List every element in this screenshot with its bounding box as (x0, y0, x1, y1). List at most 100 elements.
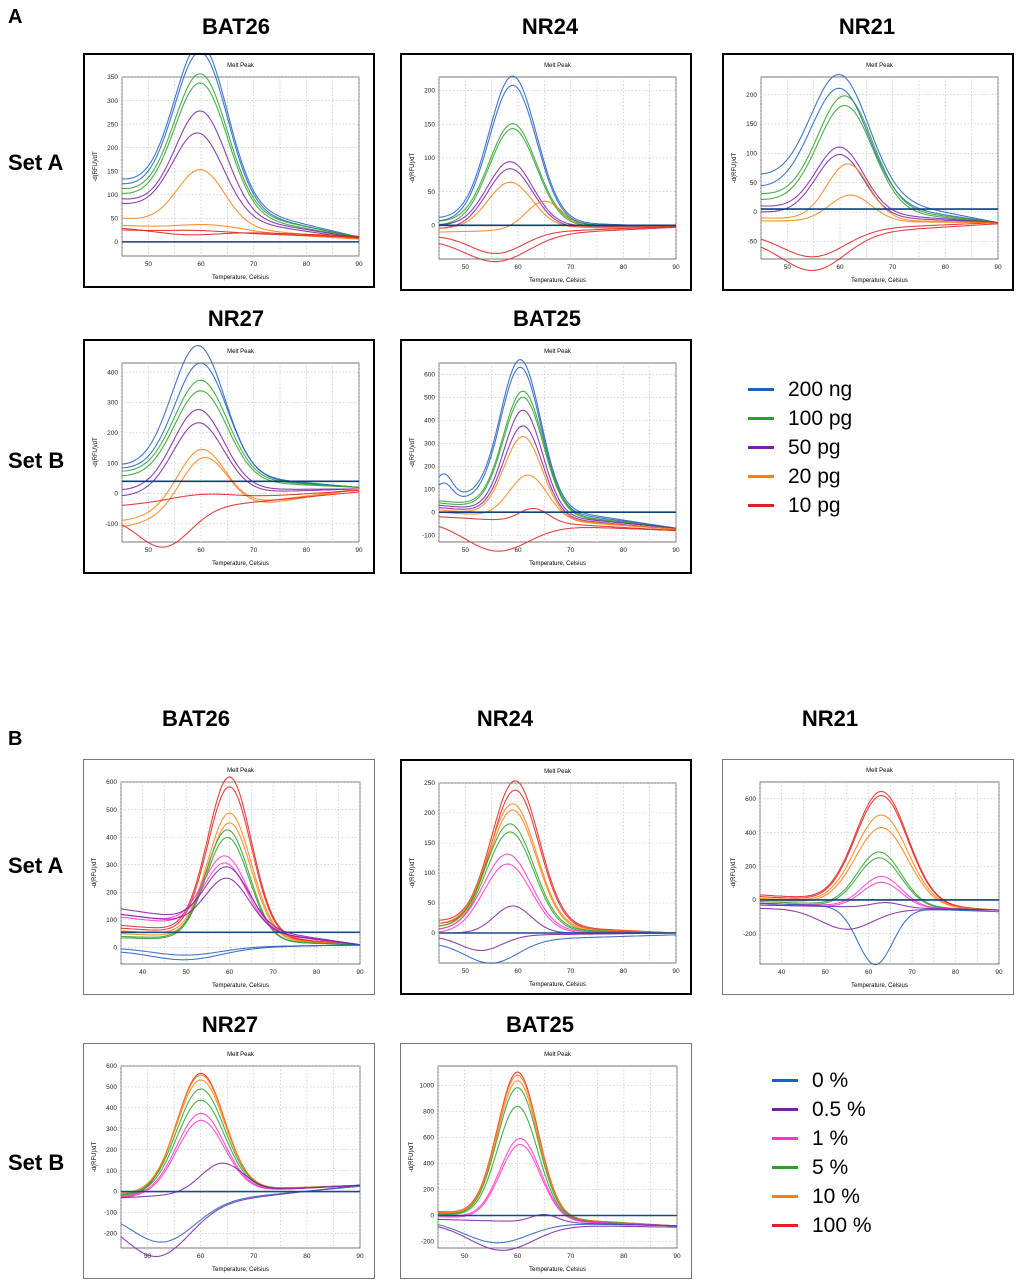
x-tick-label: 60 (197, 261, 205, 268)
x-axis-label: Temperature, Celsius (212, 983, 269, 989)
y-axis-label: -d(RFU)/dT (93, 437, 99, 468)
y-axis-label: -d(RFU)/dT (92, 1142, 98, 1173)
x-tick-label: 90 (672, 547, 680, 554)
y-axis-label: -d(RFU)/dT (410, 858, 416, 889)
melt-curve-100-pg (121, 390, 360, 488)
x-tick-label: 60 (836, 264, 844, 271)
y-tick-label: 600 (424, 372, 435, 379)
y-tick-label: 200 (424, 463, 435, 470)
legend-b-label: 1 % (812, 1126, 849, 1150)
x-tick-label: 70 (567, 968, 575, 975)
y-tick-label: 500 (106, 1084, 117, 1091)
legend-b-label: 5 % (812, 1155, 849, 1179)
melt-curve-0-5- (120, 1162, 361, 1199)
y-tick-label: 0 (114, 491, 118, 498)
x-axis-label: Temperature, Celsius (529, 1267, 586, 1273)
x-tick-label: 80 (942, 264, 950, 271)
y-tick-label: 300 (107, 400, 118, 407)
y-tick-label: 0 (753, 209, 757, 216)
chart-title-b-nr21: NR21 (801, 706, 859, 731)
legend-b-item: 5 % (772, 1153, 872, 1182)
x-axis-label: Temperature, Celsius (212, 1267, 269, 1273)
legend-a-item: 200 ng (748, 375, 852, 404)
legend-b-label: 0 % (812, 1068, 849, 1092)
legend-b-item: 0.5 % (772, 1095, 872, 1124)
x-tick-label: 60 (226, 969, 234, 976)
y-axis-label: -d(RFU)/dT (410, 437, 416, 468)
melt-curve-0- (437, 1223, 677, 1244)
melt-curve-10-pg (438, 525, 676, 552)
y-tick-label: 150 (107, 168, 118, 175)
melt-curve-50-pg (438, 161, 676, 228)
y-tick-label: 600 (745, 796, 756, 803)
legend-b-swatch (772, 1224, 798, 1227)
y-tick-label: 600 (106, 1063, 117, 1070)
chart-title-a-bat25: BAT25 (512, 306, 582, 331)
melt-peak-title: Melt Peak (227, 1052, 255, 1058)
melt-peak-title: Melt Peak (544, 1052, 572, 1058)
x-tick-label: 80 (303, 261, 311, 268)
y-tick-label: 200 (424, 88, 435, 95)
chart-b-bat25: Melt Peak 50 60 70 80 90 -200 0 200 400 600 800 1000… (400, 1043, 692, 1279)
melt-curve-0- (120, 944, 361, 956)
legend-b: 0 % 0.5 % 1 % 5 % 10 % 100 % (772, 1066, 872, 1240)
y-tick-label: 500 (424, 395, 435, 402)
x-tick-label: 60 (197, 547, 205, 554)
x-tick-label: 80 (620, 1253, 628, 1260)
x-tick-label: 80 (313, 969, 321, 976)
melt-curve-10-pg (438, 507, 677, 532)
legend-b-item: 1 % (772, 1124, 872, 1153)
y-tick-label: -200 (104, 1231, 117, 1238)
melt-curve-0- (759, 902, 1000, 966)
y-tick-label: 50 (428, 900, 436, 907)
melt-curve-10-pg (760, 222, 999, 258)
x-tick-label: 70 (269, 969, 277, 976)
y-axis-label: -d(RFU)/dT (92, 858, 98, 889)
x-tick-label: 80 (952, 969, 960, 976)
panel-b-letter: B (8, 728, 23, 750)
x-tick-label: 90 (672, 264, 680, 271)
chart-b-nr24: Melt Peak 50 60 70 80 90 0 50 100 150 200 250 Temper… (400, 759, 692, 995)
legend-b-label: 10 % (812, 1184, 860, 1208)
melt-curve-50-pg (121, 408, 359, 491)
chart-a-nr21: Melt Peak 50 60 70 80 90 -50 0 50 100 150 200 Temper… (722, 53, 1014, 291)
y-tick-label: 50 (428, 189, 436, 196)
melt-curve-100-pg (122, 73, 360, 238)
melt-curve-20-pg (439, 200, 677, 233)
melt-curve-20-pg (121, 224, 360, 240)
y-axis-label: -d(RFU)/dT (731, 858, 737, 889)
x-axis-label: Temperature, Celsius (529, 561, 586, 567)
y-tick-label: 50 (750, 180, 758, 187)
legend-a-label: 50 pg (788, 435, 841, 459)
y-tick-label: 300 (106, 862, 117, 869)
y-tick-label: 300 (106, 1126, 117, 1133)
melt-curve-10-pg (760, 223, 999, 272)
chart-b-bat26: Melt Peak 40 50 60 70 80 90 0 100 200 300 400 500 600… (83, 759, 375, 995)
x-tick-label: 90 (994, 264, 1002, 271)
chart-title-a-nr21: NR21 (838, 14, 896, 39)
x-tick-label: 70 (567, 1253, 575, 1260)
x-tick-label: 50 (145, 261, 153, 268)
melt-curve-10-pg (122, 229, 360, 238)
y-tick-label: 200 (106, 1147, 117, 1154)
x-tick-label: 40 (778, 969, 786, 976)
melt-curve-200-ng (122, 55, 360, 238)
chart-a-nr27: Melt Peak 50 60 70 80 90 -100 0 100 200 300 400 Temp… (83, 339, 375, 574)
y-tick-label: 0 (431, 930, 435, 937)
y-axis-label: -d(RFU)/dT (93, 151, 99, 182)
y-tick-label: 0 (113, 1189, 117, 1196)
y-tick-label: 100 (424, 486, 435, 493)
melt-curve-10-pg (438, 226, 677, 263)
y-tick-label: 400 (424, 418, 435, 425)
melt-peak-title: Melt Peak (866, 768, 894, 774)
x-tick-label: 50 (144, 1253, 152, 1260)
legend-a-swatch (748, 475, 774, 478)
melt-curve-0-5- (760, 907, 999, 930)
y-tick-label: 400 (107, 369, 118, 376)
melt-curve-50-pg (760, 146, 999, 224)
legend-a-label: 100 pg (788, 406, 853, 430)
x-tick-label: 50 (462, 968, 470, 975)
legend-b-item: 0 % (772, 1066, 872, 1095)
x-tick-label: 90 (355, 261, 363, 268)
legend-b-item: 100 % (772, 1211, 872, 1240)
